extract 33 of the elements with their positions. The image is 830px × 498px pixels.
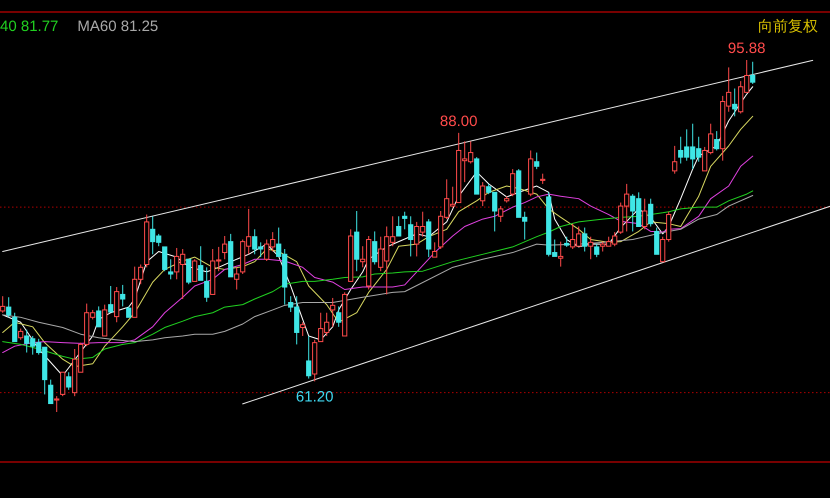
candlestick (732, 88, 738, 117)
text: MA60 81.25 (77, 18, 158, 35)
candlestick (588, 236, 594, 260)
candlestick (642, 198, 648, 230)
candlestick (372, 230, 378, 266)
candlestick (54, 396, 60, 412)
annotation: 88.00 (440, 112, 478, 130)
candlestick (228, 233, 234, 278)
candlestick (66, 372, 72, 390)
annotation: 95.88 (728, 40, 766, 57)
candlestick (120, 284, 126, 307)
candlestick (558, 241, 564, 268)
candlestick (432, 242, 438, 258)
candlestick (108, 285, 114, 313)
candlestick (306, 335, 312, 380)
annotation: 61.20 (296, 388, 334, 406)
candlestick (396, 216, 402, 236)
candlestick (102, 304, 108, 336)
text: 向前复权 (758, 17, 818, 35)
candlestick (12, 312, 18, 342)
candlestick (426, 218, 432, 258)
candlestick (144, 214, 150, 268)
candlestick (354, 210, 360, 272)
candlestick (648, 198, 654, 227)
candlestick (18, 328, 24, 340)
candlestick (198, 246, 204, 281)
candlestick (330, 297, 336, 328)
candlestick (168, 258, 174, 280)
text: 40 81.77 (0, 18, 58, 35)
candlestick (582, 227, 588, 252)
candlestick (654, 227, 660, 255)
candlestick (402, 211, 408, 230)
candlestick (204, 266, 210, 302)
